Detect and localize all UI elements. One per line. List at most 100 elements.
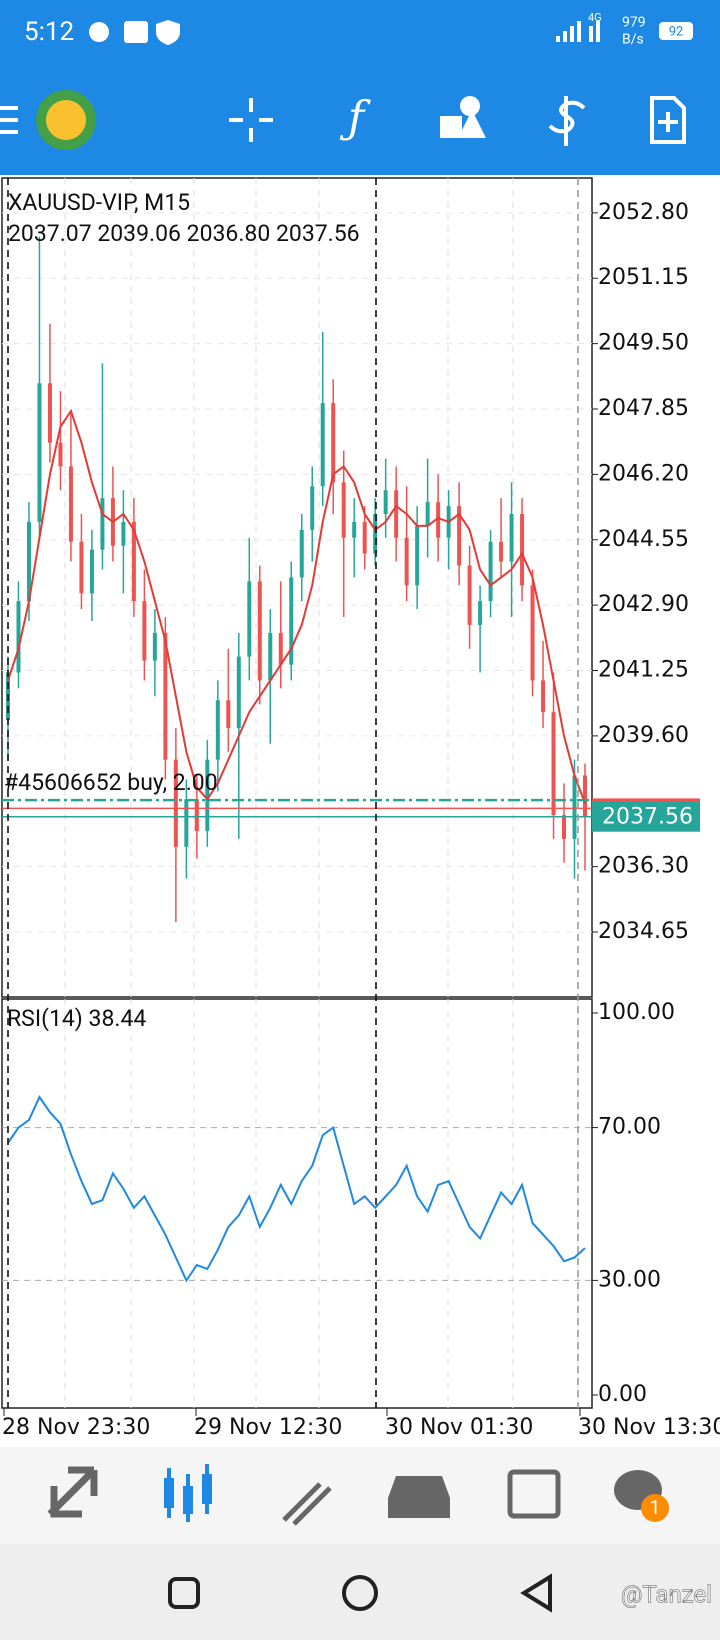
rsi-line [7,1095,586,1283]
candle-body [100,498,105,550]
battery-level: 92 [669,24,684,39]
candle-body [415,525,420,586]
candle-body [478,601,483,625]
nav-chart[interactable] [164,1464,212,1522]
watermark: @Tanzel [621,1580,712,1608]
status-icons [89,20,600,45]
candle-body [530,585,535,681]
price-tick-label: 2039.60 [598,723,689,748]
symbol: XAUUSD-VIP, M15 [8,189,190,216]
rsi-panel [1,998,593,1409]
menu-button[interactable] [0,106,18,134]
candle-body [331,403,336,483]
candle-body [320,403,325,487]
back-button[interactable] [520,1573,552,1613]
candle-body [16,601,21,673]
bottom-nav [0,1447,720,1544]
price-tick-label: 2034.65 [598,919,689,944]
candle-body [383,490,388,514]
candle-body [163,632,168,760]
candle-body [289,577,294,665]
new-order-button[interactable] [650,96,686,144]
candle-body [583,775,587,817]
rsi-tick-label: 0.00 [598,1382,647,1407]
candle-body [404,537,409,586]
nav-trade[interactable] [282,1482,332,1526]
price-tick-label: 2052.80 [598,200,689,225]
candle-body [509,514,514,562]
candle-body [79,541,84,594]
candle-body [310,486,315,530]
rsi-label: RSI(14) 38.44 [7,1005,146,1032]
time-label: 28 Nov 23:30 [2,1415,150,1440]
candle-body [26,521,31,602]
time-label: 30 Nov 01:30 [385,1415,533,1440]
chart-layer: 2052.80 2051.15 2049.50 2047.85 2046.20 2044.… [2,178,720,1440]
price-tick-label: 2044.55 [598,527,689,552]
candle-body [499,541,504,562]
nav-news[interactable] [507,1469,561,1519]
crosshair-button[interactable] [229,98,273,142]
network-type: 4G [588,11,602,24]
net-speed-unit: B/s [622,32,644,48]
candle-body [299,529,304,578]
nav-quotes[interactable] [47,1466,98,1518]
candle-body [121,521,126,546]
candle-body [131,521,136,602]
candle-body [394,490,399,538]
objects-button[interactable] [440,96,486,138]
candle-body [541,680,546,713]
toolbar[interactable] [0,96,686,146]
trade-button[interactable] [548,96,586,146]
candle-body [58,442,63,467]
bid-label: 2037.56 [602,805,693,830]
badge [641,1494,669,1522]
clock: 5:12 [24,17,74,47]
candle-body [142,601,147,661]
candle-body [184,799,189,847]
candle-body [562,815,567,839]
battery [659,22,693,40]
candle-body [341,482,346,538]
net-speed: 979 [622,15,646,31]
candle-body [205,759,210,831]
candle-body [352,521,357,538]
nav-history[interactable] [388,1476,450,1518]
candle-body [488,541,493,602]
candle-body [47,383,52,443]
candle-body [373,514,378,554]
candle-body [152,632,157,661]
candle-body [37,383,42,522]
candle-body [278,632,283,665]
home-button[interactable] [342,1575,378,1611]
system-buttons[interactable] [168,1573,552,1613]
price-tick-label: 2041.25 [598,658,689,683]
recents-button[interactable] [168,1577,200,1609]
candle-body [467,565,472,625]
candle-body [236,656,241,728]
rsi-tick-label: 100.00 [598,1000,675,1025]
candle-body [173,759,178,847]
price-panel [1,177,593,998]
ohlc: 2037.07 2039.06 2036.80 2037.56 [8,220,360,247]
badge-count: 1 [650,1496,661,1519]
candle-body [362,521,367,554]
time-label: 29 Nov 12:30 [194,1415,342,1440]
candle-body [457,506,462,566]
order-label: #45606652 buy, 2.00 [4,769,218,796]
moving-average [7,408,586,804]
price-tick-label: 2036.30 [598,854,689,879]
candle-body [551,712,556,816]
candle-body [68,466,73,542]
bid-box [592,801,700,832]
candle-body [572,775,577,839]
candle-body [215,700,220,760]
price-tick-label: 2042.90 [598,592,689,617]
rsi-tick-label: 30.00 [598,1267,661,1292]
candle-body [247,581,252,657]
system-nav [0,1544,720,1640]
candle-body [194,799,199,831]
candle-body [425,502,430,526]
candle-body [436,502,441,538]
